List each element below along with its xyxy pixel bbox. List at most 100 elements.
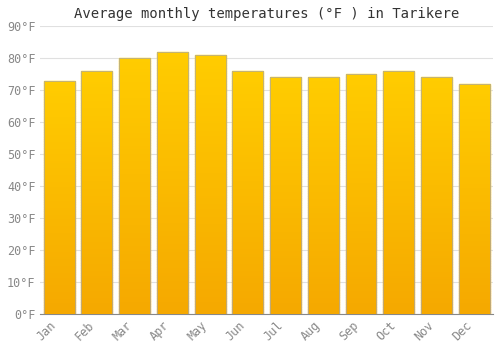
- Bar: [384, 81, 414, 83]
- Bar: [346, 297, 376, 300]
- Bar: [346, 247, 376, 249]
- Bar: [270, 99, 301, 101]
- Bar: [44, 265, 74, 267]
- Bar: [44, 146, 74, 148]
- Bar: [44, 116, 74, 118]
- Bar: [458, 215, 490, 217]
- Bar: [194, 200, 226, 203]
- Bar: [119, 132, 150, 135]
- Bar: [458, 309, 490, 312]
- Bar: [384, 188, 414, 190]
- Bar: [384, 312, 414, 314]
- Bar: [458, 305, 490, 307]
- Bar: [119, 148, 150, 150]
- Bar: [308, 160, 338, 162]
- Bar: [194, 110, 226, 112]
- Bar: [384, 253, 414, 255]
- Bar: [82, 209, 112, 212]
- Bar: [119, 117, 150, 120]
- Bar: [194, 127, 226, 130]
- Bar: [346, 273, 376, 275]
- Bar: [346, 105, 376, 108]
- Bar: [458, 224, 490, 226]
- Bar: [458, 164, 490, 167]
- Bar: [308, 281, 338, 283]
- Bar: [346, 146, 376, 148]
- Bar: [384, 78, 414, 81]
- Bar: [308, 262, 338, 264]
- Bar: [346, 161, 376, 163]
- Bar: [421, 155, 452, 158]
- Bar: [119, 204, 150, 206]
- Bar: [384, 173, 414, 175]
- Bar: [119, 232, 150, 234]
- Bar: [308, 240, 338, 243]
- Bar: [119, 102, 150, 104]
- Bar: [346, 134, 376, 136]
- Bar: [119, 271, 150, 273]
- Bar: [308, 101, 338, 103]
- Bar: [119, 263, 150, 265]
- Bar: [82, 207, 112, 209]
- Bar: [458, 132, 490, 134]
- Bar: [346, 254, 376, 256]
- Bar: [308, 174, 338, 177]
- Bar: [157, 256, 188, 259]
- Bar: [44, 94, 74, 97]
- Bar: [270, 250, 301, 252]
- Bar: [458, 293, 490, 295]
- Bar: [421, 243, 452, 245]
- Bar: [44, 111, 74, 113]
- Bar: [384, 209, 414, 212]
- Bar: [44, 272, 74, 274]
- Bar: [82, 154, 112, 156]
- Bar: [82, 78, 112, 81]
- Bar: [119, 222, 150, 224]
- Bar: [232, 244, 264, 246]
- Bar: [270, 312, 301, 314]
- Bar: [384, 178, 414, 180]
- Bar: [384, 214, 414, 217]
- Bar: [232, 307, 264, 309]
- Bar: [458, 190, 490, 192]
- Bar: [194, 272, 226, 275]
- Bar: [119, 130, 150, 132]
- Bar: [119, 186, 150, 189]
- Bar: [232, 282, 264, 285]
- Bar: [82, 270, 112, 273]
- Bar: [421, 288, 452, 290]
- Bar: [308, 271, 338, 274]
- Bar: [270, 304, 301, 307]
- Bar: [458, 134, 490, 137]
- Bar: [270, 134, 301, 136]
- Bar: [157, 70, 188, 73]
- Bar: [157, 186, 188, 188]
- Bar: [270, 233, 301, 236]
- Bar: [157, 117, 188, 120]
- Bar: [44, 102, 74, 104]
- Bar: [157, 94, 188, 96]
- Bar: [119, 291, 150, 293]
- Bar: [270, 127, 301, 130]
- Bar: [308, 92, 338, 94]
- Bar: [421, 224, 452, 226]
- Bar: [308, 113, 338, 115]
- Bar: [194, 270, 226, 272]
- Bar: [308, 226, 338, 229]
- Title: Average monthly temperatures (°F ) in Tarikere: Average monthly temperatures (°F ) in Ta…: [74, 7, 460, 21]
- Bar: [346, 216, 376, 218]
- Bar: [157, 298, 188, 301]
- Bar: [270, 196, 301, 198]
- Bar: [119, 178, 150, 181]
- Bar: [82, 278, 112, 280]
- Bar: [157, 104, 188, 107]
- Bar: [157, 173, 188, 175]
- Bar: [82, 156, 112, 159]
- Bar: [346, 184, 376, 187]
- Bar: [308, 238, 338, 240]
- Bar: [232, 117, 264, 120]
- Bar: [119, 127, 150, 130]
- Bar: [421, 141, 452, 144]
- Bar: [194, 195, 226, 197]
- Bar: [44, 262, 74, 265]
